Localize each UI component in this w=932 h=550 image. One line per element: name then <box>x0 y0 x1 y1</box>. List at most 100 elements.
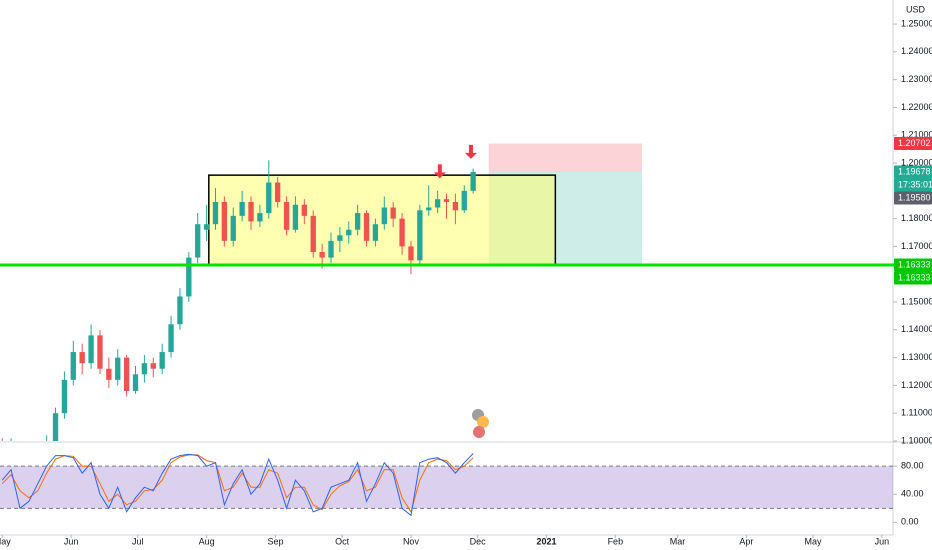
y-tick-label: 1.15000 <box>901 296 932 306</box>
y-tick-label: 1.21000 <box>901 130 932 140</box>
candle-body <box>52 413 59 441</box>
candle-body <box>61 379 68 414</box>
candle-body <box>328 240 334 258</box>
stochastic-pane <box>0 453 893 517</box>
x-tick-label: Aug <box>199 536 215 546</box>
candle-body <box>186 257 192 297</box>
event-icons <box>472 409 489 438</box>
stop-zone <box>488 143 642 172</box>
candle-body <box>283 201 290 230</box>
candle-body <box>150 363 156 369</box>
candle-body <box>337 235 343 241</box>
candle-body <box>363 213 370 241</box>
candle-body <box>70 352 76 380</box>
candle-body <box>461 190 467 211</box>
stoch-y-tick-label: 80.00 <box>901 461 924 471</box>
candle-body <box>97 335 103 369</box>
candle-body <box>319 251 325 258</box>
candle-body <box>470 171 476 191</box>
event-icon <box>477 416 489 428</box>
price-tag <box>894 258 932 272</box>
candle-body <box>195 224 201 258</box>
candle-body <box>443 199 450 202</box>
candle-body <box>434 199 441 208</box>
candle-body <box>239 201 245 216</box>
x-tick-label: 2021 <box>536 536 556 546</box>
y-tick-label: 1.20000 <box>901 157 932 167</box>
candle-body <box>257 213 263 222</box>
price-tag <box>894 165 932 179</box>
candle-body <box>248 201 254 222</box>
y-tick-label: 1.23000 <box>901 74 932 84</box>
candle-body <box>212 201 219 225</box>
candle-body <box>346 229 352 236</box>
candle-body <box>159 352 165 369</box>
price-tag <box>894 137 932 151</box>
event-icon <box>473 426 485 438</box>
candle-body <box>203 224 210 230</box>
x-tick-label: Apr <box>739 536 753 546</box>
price-tag-label: 1.16333 <box>898 259 931 269</box>
candle-body <box>132 374 139 391</box>
candle-body <box>399 218 405 247</box>
x-tick-label: Jul <box>132 536 144 546</box>
y-tick-label: 1.10000 <box>901 435 932 445</box>
candle-body <box>123 357 130 391</box>
candle-body <box>381 207 387 225</box>
price-tag-label: 1.20702 <box>898 138 931 148</box>
candle-body <box>141 363 148 375</box>
candle-body <box>390 207 396 219</box>
down-arrow <box>433 164 446 179</box>
y-tick-label: 1.25000 <box>901 18 932 28</box>
x-tick-label: May <box>805 536 823 546</box>
candle-body <box>266 182 272 214</box>
x-tick-label: Mar <box>670 536 686 546</box>
x-tick-label: May <box>0 536 11 546</box>
currency-label: USD <box>906 4 926 14</box>
price-tag-label: 1.19678 <box>898 166 931 176</box>
y-tick-label: 1.22000 <box>901 102 932 112</box>
candle-body <box>426 207 432 211</box>
x-tick-label: Nov <box>403 536 420 546</box>
candle-body <box>354 213 361 230</box>
candle-body <box>177 296 183 325</box>
price-tag-label: 1.16333 <box>898 272 931 282</box>
candle-body <box>88 335 94 364</box>
stoch-y-tick-label: 40.00 <box>901 489 924 499</box>
stoch-line <box>1 453 474 517</box>
candle-body <box>452 201 459 211</box>
price-tag-label: 1.19580 <box>898 192 931 202</box>
price-tag <box>894 271 932 285</box>
x-tick-label: Feb <box>608 536 624 546</box>
candle-body <box>372 224 379 241</box>
countdown-label: 17:35:01 <box>898 179 932 189</box>
candle-body <box>115 357 121 380</box>
stoch-line <box>1 454 474 514</box>
y-tick-label: 1.24000 <box>901 46 932 56</box>
y-tick-label: 1.13000 <box>901 352 932 362</box>
candle-body <box>408 246 414 261</box>
candle-body <box>301 204 307 216</box>
candle-body <box>292 204 299 230</box>
x-tick-label: Oct <box>335 536 350 546</box>
x-tick-label: Jun <box>875 536 890 546</box>
countdown-tag <box>894 178 932 192</box>
y-tick-label: 1.18000 <box>901 213 932 223</box>
stoch-band <box>0 466 893 509</box>
candle-body <box>230 215 236 241</box>
candle-body <box>310 215 316 252</box>
stoch-y-tick-label: 0.00 <box>901 517 919 527</box>
y-tick-label: 1.11000 <box>901 408 932 418</box>
y-tick-label: 1.12000 <box>901 380 932 390</box>
y-tick-label: 1.14000 <box>901 324 932 334</box>
y-tick-label: 1.17000 <box>901 241 932 251</box>
price-tag <box>894 191 932 205</box>
down-arrow <box>464 144 477 159</box>
candle-body <box>275 182 281 202</box>
x-tick-label: Sep <box>267 536 283 546</box>
main-pane <box>1 143 642 441</box>
candle-body <box>221 201 228 241</box>
x-tick-label: Dec <box>470 536 487 546</box>
